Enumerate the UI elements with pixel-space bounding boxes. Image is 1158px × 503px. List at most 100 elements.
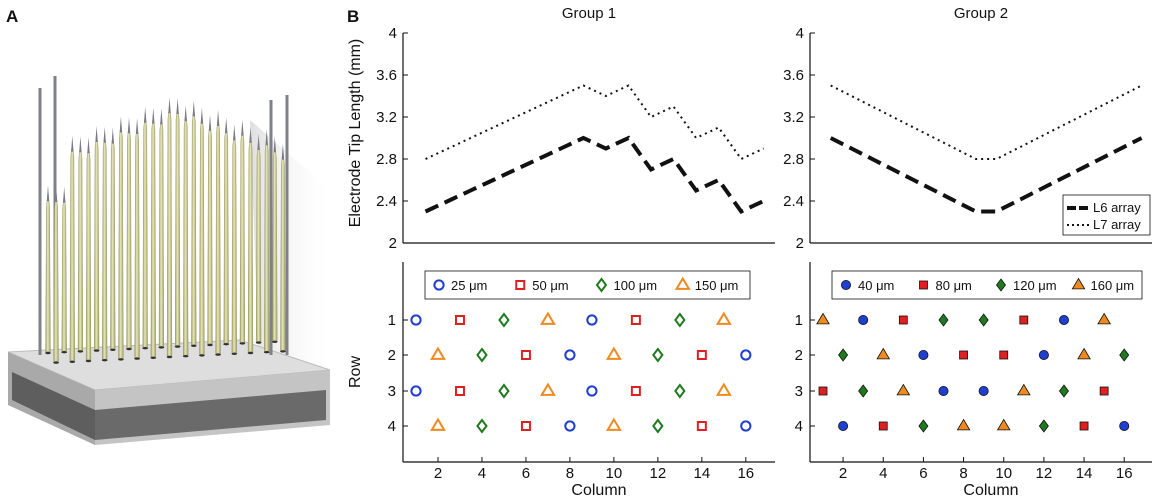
series-line-l6-array xyxy=(829,136,1143,214)
site-marker-diamond xyxy=(918,419,929,433)
chart-title: Group 1 xyxy=(562,5,616,22)
panel-label-b: B xyxy=(347,7,359,26)
shank-tip xyxy=(192,100,195,117)
site-marker-triangle xyxy=(715,311,732,325)
gold-shank xyxy=(150,113,156,357)
x-axis-label: Column xyxy=(571,482,626,499)
shank-tip xyxy=(103,126,106,143)
site-marker-triangle xyxy=(539,311,556,325)
site-marker-circle xyxy=(838,420,849,431)
column-tick-label: 12 xyxy=(1036,465,1053,482)
shank-socket xyxy=(126,347,132,351)
chart-title: Group 2 xyxy=(954,5,1008,22)
series-line-l7-array xyxy=(425,84,765,161)
site-marker-circle xyxy=(1119,420,1130,431)
site-marker-circle xyxy=(918,349,929,360)
column-tick-label: 6 xyxy=(919,465,927,482)
legend-label: 80 μm xyxy=(936,278,972,293)
shank-tip xyxy=(257,134,260,150)
site-marker-diamond xyxy=(674,312,686,328)
shank-socket xyxy=(45,351,51,355)
shank-socket xyxy=(263,351,270,354)
site-marker-triangle xyxy=(956,418,971,431)
legend-label: 120 μm xyxy=(1013,278,1057,293)
site-marker-square xyxy=(520,421,531,431)
y-tick-label: 3.6 xyxy=(376,67,397,84)
gold-shank xyxy=(93,131,100,350)
legend-marker-diamond xyxy=(996,278,1006,292)
column-tick-label: 2 xyxy=(839,465,847,482)
column-tick-label: 6 xyxy=(522,465,530,482)
y-tick-label: 2.8 xyxy=(376,151,397,168)
site-marker-triangle xyxy=(430,417,446,431)
column-tick-label: 16 xyxy=(737,465,754,482)
site-marker-square xyxy=(454,315,465,325)
site-marker-square xyxy=(1079,421,1089,431)
y-tick-label: 3.2 xyxy=(783,109,804,126)
site-marker-triangle xyxy=(876,347,891,360)
legend-marker-square xyxy=(515,280,526,290)
site-marker-diamond xyxy=(1038,419,1049,433)
shank-socket xyxy=(182,355,189,358)
site-marker-square xyxy=(630,315,641,325)
site-marker-diamond xyxy=(476,347,488,363)
site-marker-circle xyxy=(586,385,598,397)
site-marker-diamond xyxy=(652,418,664,434)
site-marker-square xyxy=(959,350,968,360)
column-tick-label: 16 xyxy=(1116,465,1133,482)
legend-marker-square xyxy=(919,280,928,290)
site-marker-circle xyxy=(938,385,949,396)
legend-label: 150 μm xyxy=(695,278,739,293)
shank-tip xyxy=(184,105,187,122)
legend-label: L6 array xyxy=(1093,200,1141,215)
shank-socket xyxy=(85,359,92,363)
gold-shank xyxy=(174,103,181,346)
site-marker-triangle xyxy=(605,417,622,431)
shank-socket xyxy=(61,351,67,354)
site-marker-circle xyxy=(978,385,989,396)
y-tick-label: 2 xyxy=(389,235,397,252)
shank-tip xyxy=(168,97,171,114)
y-tick-label: 2.4 xyxy=(376,193,397,210)
shank-socket xyxy=(207,343,213,347)
base-front-dark xyxy=(95,390,326,440)
row-tick-label: 1 xyxy=(795,312,803,329)
shank-socket xyxy=(77,350,84,353)
column-tick-label: 2 xyxy=(434,465,442,482)
panel-label-a: A xyxy=(6,7,18,26)
shank-tip xyxy=(225,117,228,134)
site-marker-square xyxy=(1099,386,1109,396)
shank-socket xyxy=(142,347,148,350)
y-axis-label: Row xyxy=(347,356,364,388)
site-marker-diamond xyxy=(978,313,989,327)
shank-socket xyxy=(166,355,173,359)
shank-tip xyxy=(63,186,66,203)
column-tick-label: 4 xyxy=(478,465,486,482)
site-marker-triangle xyxy=(1077,347,1091,360)
y-tick-label: 2.8 xyxy=(783,151,804,168)
gold-shank xyxy=(134,123,140,358)
row-tick-label: 4 xyxy=(795,418,803,435)
shank-socket xyxy=(223,343,229,346)
shank-tip xyxy=(127,117,131,134)
shank-tip xyxy=(281,143,285,160)
gold-shank xyxy=(53,191,59,362)
site-marker-triangle xyxy=(1097,312,1112,325)
column-tick-label: 14 xyxy=(1076,465,1093,482)
site-marker-diamond xyxy=(858,384,869,398)
line-chart-group-2: 2 2.4 2.8 3.2 3.6 4 Group 2 L6 array L7 array xyxy=(783,5,1152,252)
site-marker-triangle xyxy=(896,383,911,396)
y-tick-label: 4 xyxy=(796,25,804,42)
site-marker-square xyxy=(696,421,707,431)
legend-marker-diamond xyxy=(595,277,608,293)
series-line-l6-array xyxy=(424,135,765,215)
legend-marker-circle xyxy=(841,279,852,290)
site-marker-triangle xyxy=(539,382,556,396)
site-marker-triangle xyxy=(996,418,1011,431)
site-marker-circle xyxy=(564,349,576,361)
gold-shank xyxy=(166,103,173,357)
legend-marker-triangle xyxy=(1071,277,1086,290)
shank-socket xyxy=(239,342,246,345)
site-marker-diamond xyxy=(652,347,664,363)
shank-socket xyxy=(191,344,197,347)
